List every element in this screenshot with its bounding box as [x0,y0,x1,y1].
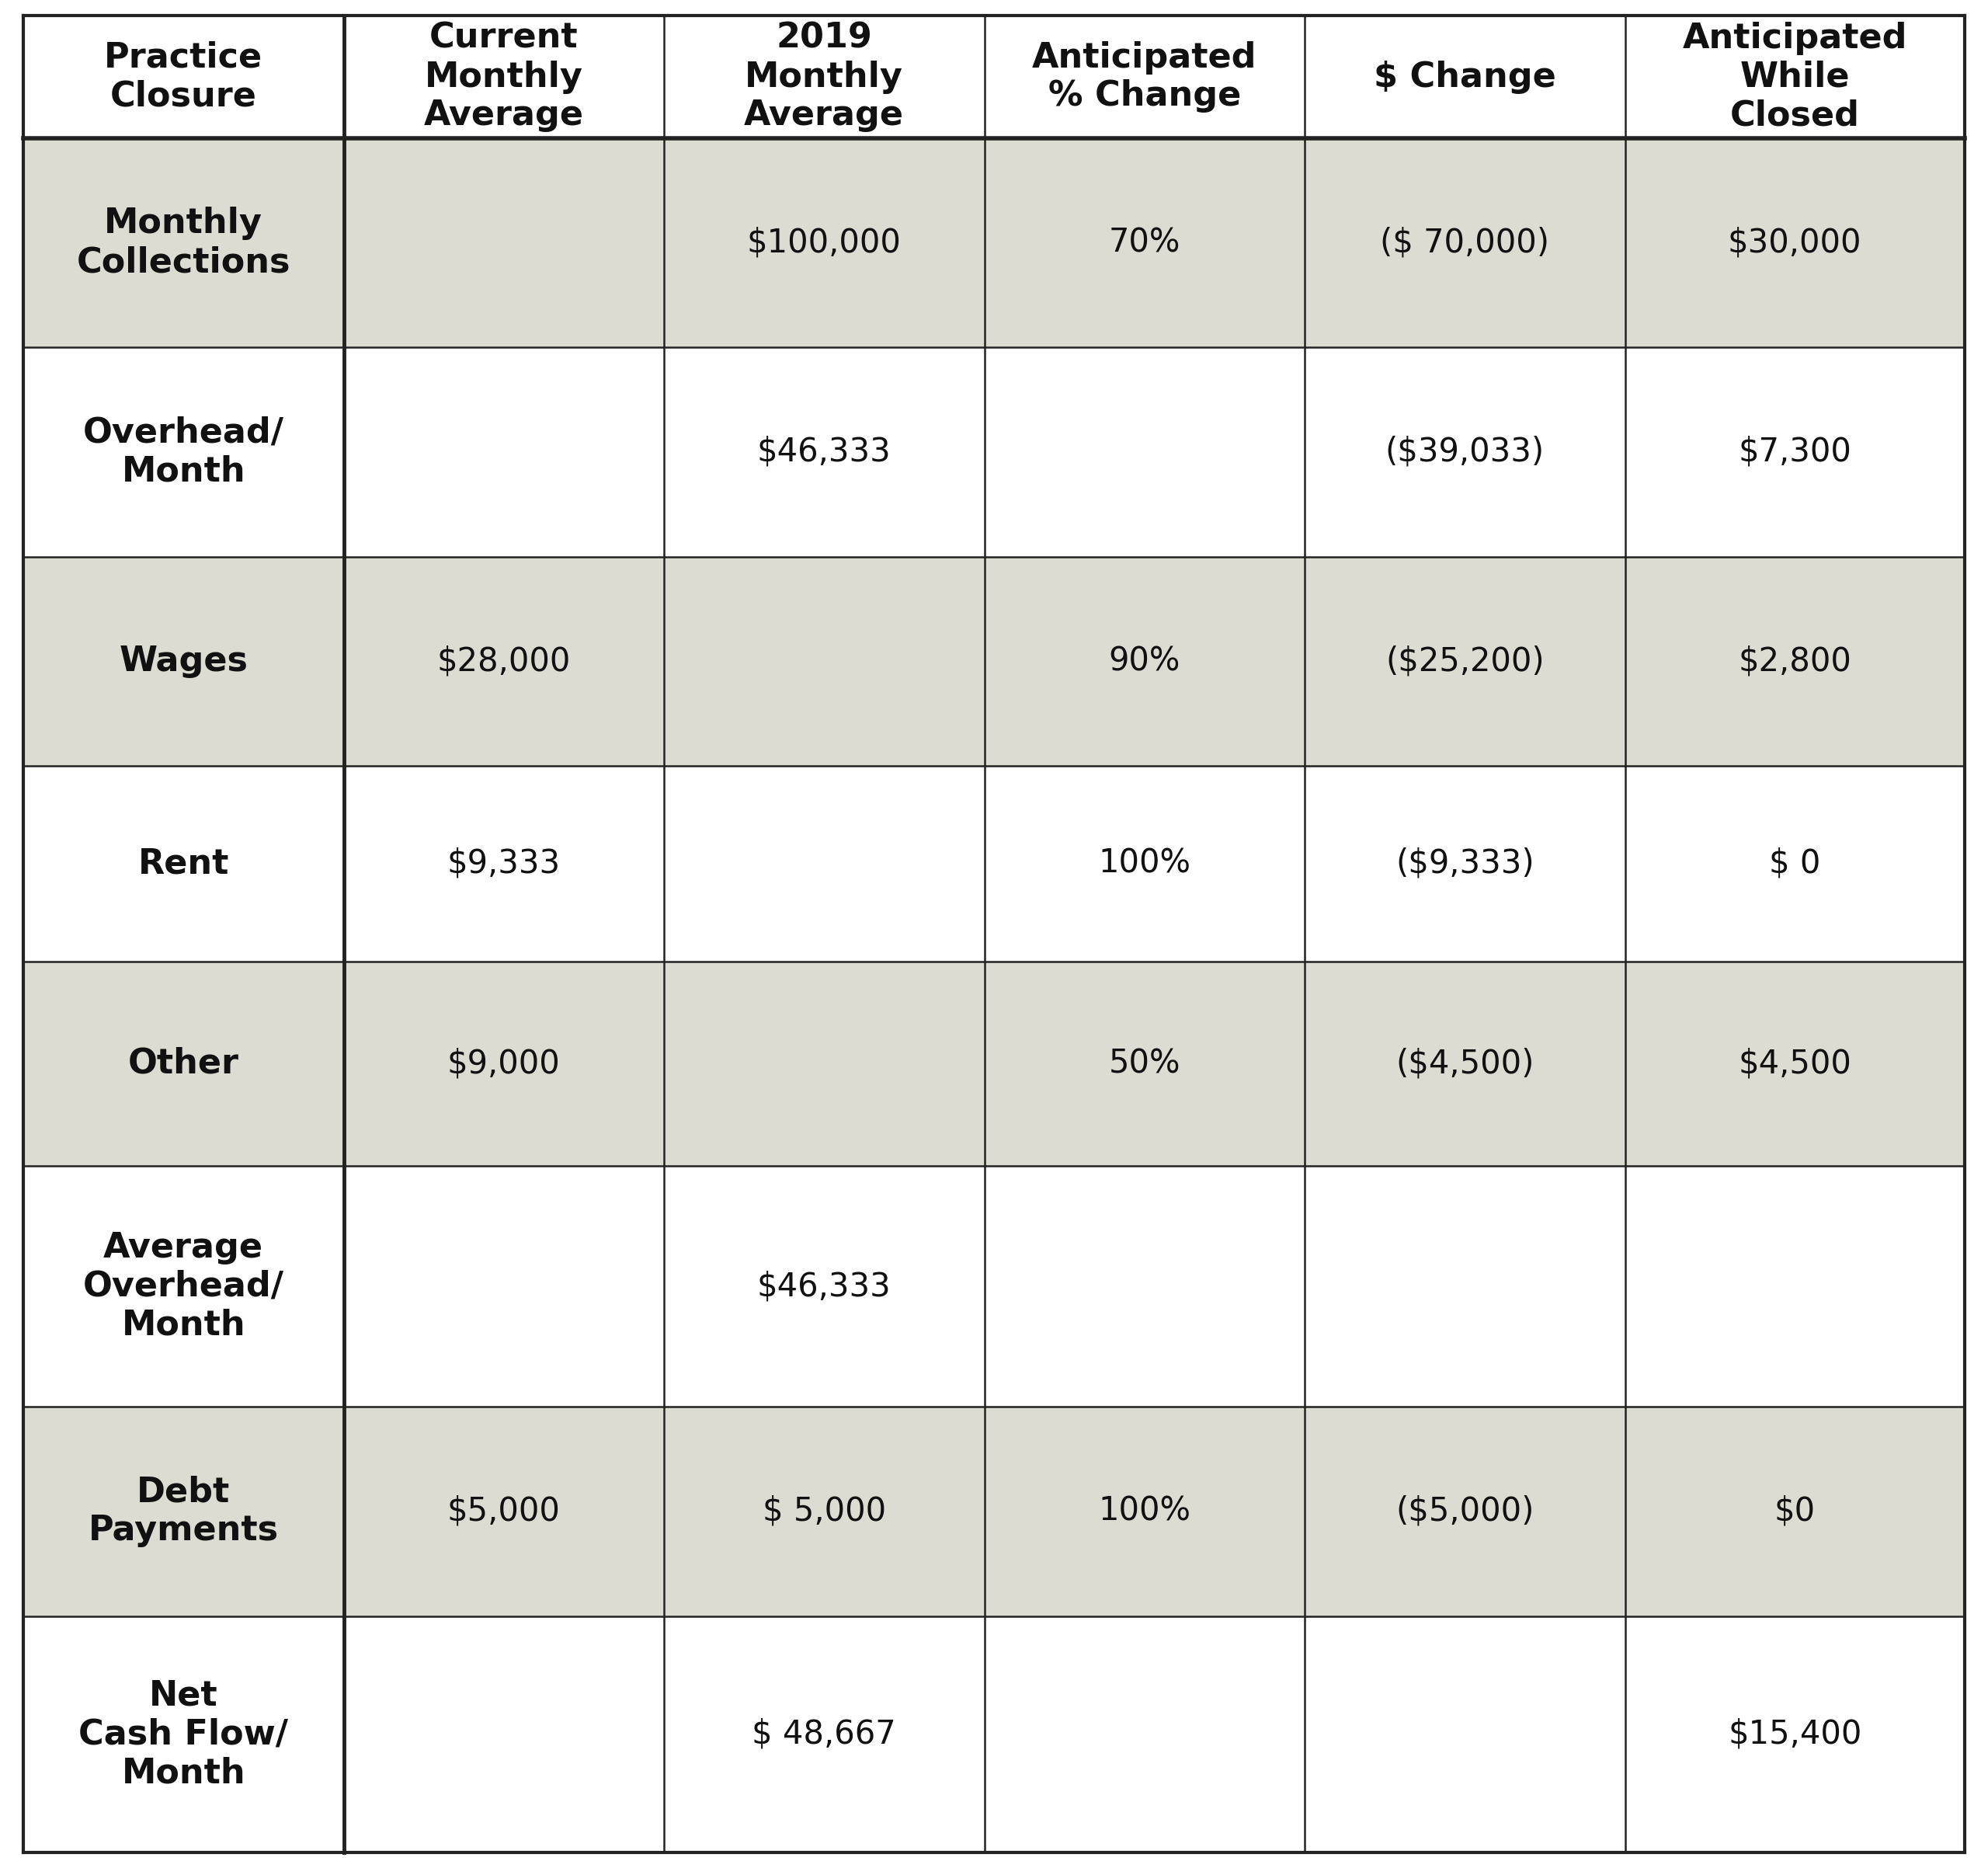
Text: 90%: 90% [1109,644,1181,678]
Text: $46,333: $46,333 [757,1270,891,1302]
Bar [24,1407,344,1616]
Text: Current
Monthly
Average: Current Monthly Average [423,22,584,133]
Text: ($39,033): ($39,033) [1386,435,1545,469]
Bar [344,1616,664,1853]
Bar [664,347,984,557]
Text: 100%: 100% [1097,848,1191,880]
Text: Debt
Payments: Debt Payments [87,1476,278,1547]
Text: 100%: 100% [1097,1494,1191,1528]
Bar [1304,1166,1624,1407]
Bar [1624,1166,1964,1407]
Bar [664,1616,984,1853]
Text: Rent: Rent [137,846,229,880]
Text: $100,000: $100,000 [747,226,901,260]
Text: $46,333: $46,333 [757,435,891,469]
Text: $9,333: $9,333 [447,848,561,880]
Text: Wages: Wages [119,644,248,678]
Text: Anticipated
While
Closed: Anticipated While Closed [1682,22,1906,133]
Bar [344,557,664,766]
Text: ($25,200): ($25,200) [1386,644,1545,678]
Text: $ 48,667: $ 48,667 [751,1719,897,1750]
Bar [664,138,984,347]
Bar [1304,1407,1624,1616]
Bar [664,962,984,1166]
Text: Overhead/
Month: Overhead/ Month [83,417,284,488]
Text: $4,500: $4,500 [1738,1048,1851,1080]
Text: Practice
Closure: Practice Closure [103,41,262,112]
Bar [984,1407,1304,1616]
Bar [24,766,344,962]
Bar [664,15,984,138]
Text: Monthly
Collections: Monthly Collections [76,207,290,278]
Bar [1624,15,1964,138]
Bar [664,766,984,962]
Bar [24,1616,344,1853]
Text: $15,400: $15,400 [1728,1719,1861,1750]
Bar [24,138,344,347]
Bar [1624,766,1964,962]
Bar [1624,1616,1964,1853]
Bar [984,15,1304,138]
Text: $ 5,000: $ 5,000 [761,1494,887,1528]
Text: ($9,333): ($9,333) [1396,848,1535,880]
Text: $0: $0 [1773,1494,1815,1528]
Bar [664,1407,984,1616]
Text: ($4,500): ($4,500) [1396,1048,1535,1080]
Bar [984,557,1304,766]
Bar [1624,962,1964,1166]
Text: Anticipated
% Change: Anticipated % Change [1032,41,1256,112]
Bar [984,1166,1304,1407]
Bar [24,15,344,138]
Text: $2,800: $2,800 [1738,644,1851,678]
Bar [1624,347,1964,557]
Bar [664,1166,984,1407]
Bar [344,15,664,138]
Bar [24,962,344,1166]
Bar [1624,138,1964,347]
Bar [344,347,664,557]
Text: Other: Other [127,1046,239,1080]
Bar [984,347,1304,557]
Bar [1304,557,1624,766]
Bar [1304,138,1624,347]
Bar [1304,347,1624,557]
Bar [1304,766,1624,962]
Text: Average
Overhead/
Month: Average Overhead/ Month [83,1231,284,1341]
Bar [1304,1616,1624,1853]
Text: $ Change: $ Change [1374,60,1557,93]
Bar [1304,15,1624,138]
Bar [24,1166,344,1407]
Bar [984,1616,1304,1853]
Text: $9,000: $9,000 [447,1048,561,1080]
Bar [24,347,344,557]
Bar [344,138,664,347]
Bar [344,1407,664,1616]
Text: 70%: 70% [1109,226,1181,260]
Text: ($ 70,000): ($ 70,000) [1380,226,1549,260]
Bar [1624,557,1964,766]
Bar [344,962,664,1166]
Text: ($5,000): ($5,000) [1396,1494,1535,1528]
Text: $30,000: $30,000 [1728,226,1863,260]
Bar [984,766,1304,962]
Text: 50%: 50% [1109,1048,1181,1080]
Text: $5,000: $5,000 [447,1494,561,1528]
Text: $ 0: $ 0 [1769,848,1821,880]
Bar [984,962,1304,1166]
Bar [984,138,1304,347]
Bar [664,557,984,766]
Bar [344,766,664,962]
Bar [1624,1407,1964,1616]
Text: $7,300: $7,300 [1738,435,1851,469]
Text: 2019
Monthly
Average: 2019 Monthly Average [744,22,905,133]
Text: $28,000: $28,000 [437,644,571,678]
Bar [1304,962,1624,1166]
Bar [344,1166,664,1407]
Text: Net
Cash Flow/
Month: Net Cash Flow/ Month [80,1679,288,1790]
Bar [24,557,344,766]
